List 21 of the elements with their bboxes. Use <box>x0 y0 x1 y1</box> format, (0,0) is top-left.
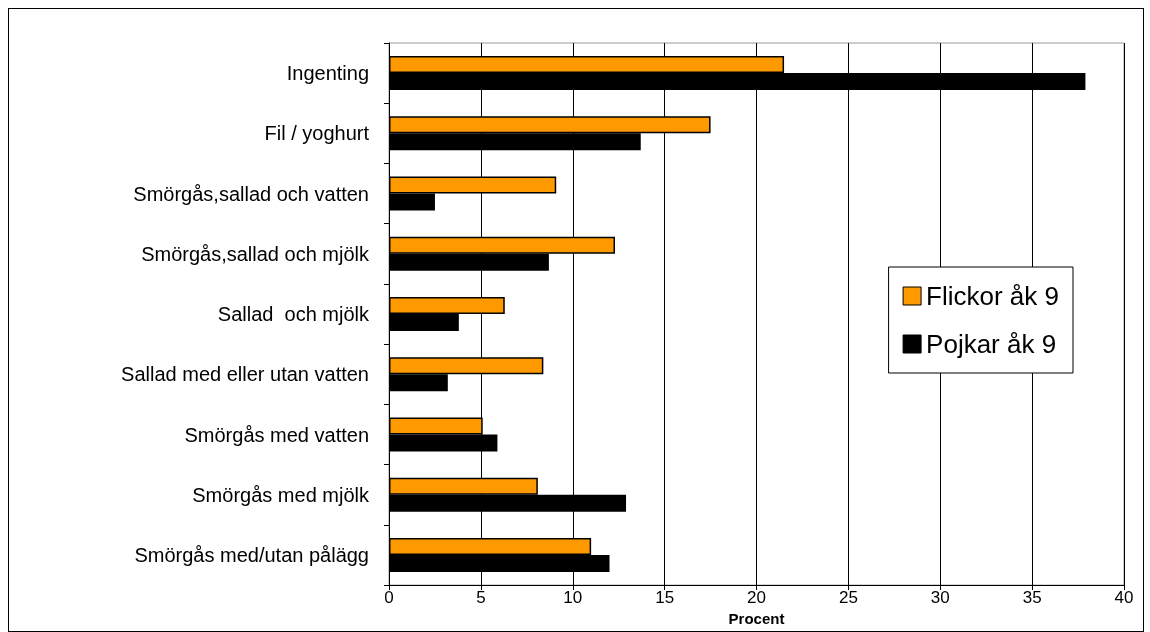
x-axis-title: Procent <box>728 610 785 627</box>
y-tick-label: Sallad och mjölk <box>217 303 370 326</box>
x-tick-label: 30 <box>930 588 950 608</box>
y-tick-label: Smörgås med/utan pålägg <box>134 543 369 566</box>
y-tick-label: Smörgås med vatten <box>184 423 369 446</box>
y-tick-label: Sallad med eller utan vatten <box>121 363 369 386</box>
x-tick-label: 20 <box>747 588 766 608</box>
x-tick-label: 25 <box>838 588 858 608</box>
y-tick-label: Smörgås med mjölk <box>192 483 370 506</box>
y-tick-label: Fil / yoghurt <box>264 122 370 145</box>
y-tick-label: Smörgås,sallad och vatten <box>133 182 369 205</box>
y-tick-label: Ingenting <box>286 62 369 85</box>
legend-label: Pojkar åk 9 <box>926 329 1057 359</box>
x-tick-label: 10 <box>563 588 583 608</box>
x-tick-label: 0 <box>384 588 394 608</box>
legend-label: Flickor åk 9 <box>926 281 1059 311</box>
y-tick-label: Smörgås,sallad och mjölk <box>141 242 370 265</box>
x-tick-label: 15 <box>655 588 675 608</box>
x-tick-label: 40 <box>1114 588 1134 608</box>
x-tick-label: 35 <box>1022 588 1042 608</box>
x-tick-label: 5 <box>476 588 486 608</box>
